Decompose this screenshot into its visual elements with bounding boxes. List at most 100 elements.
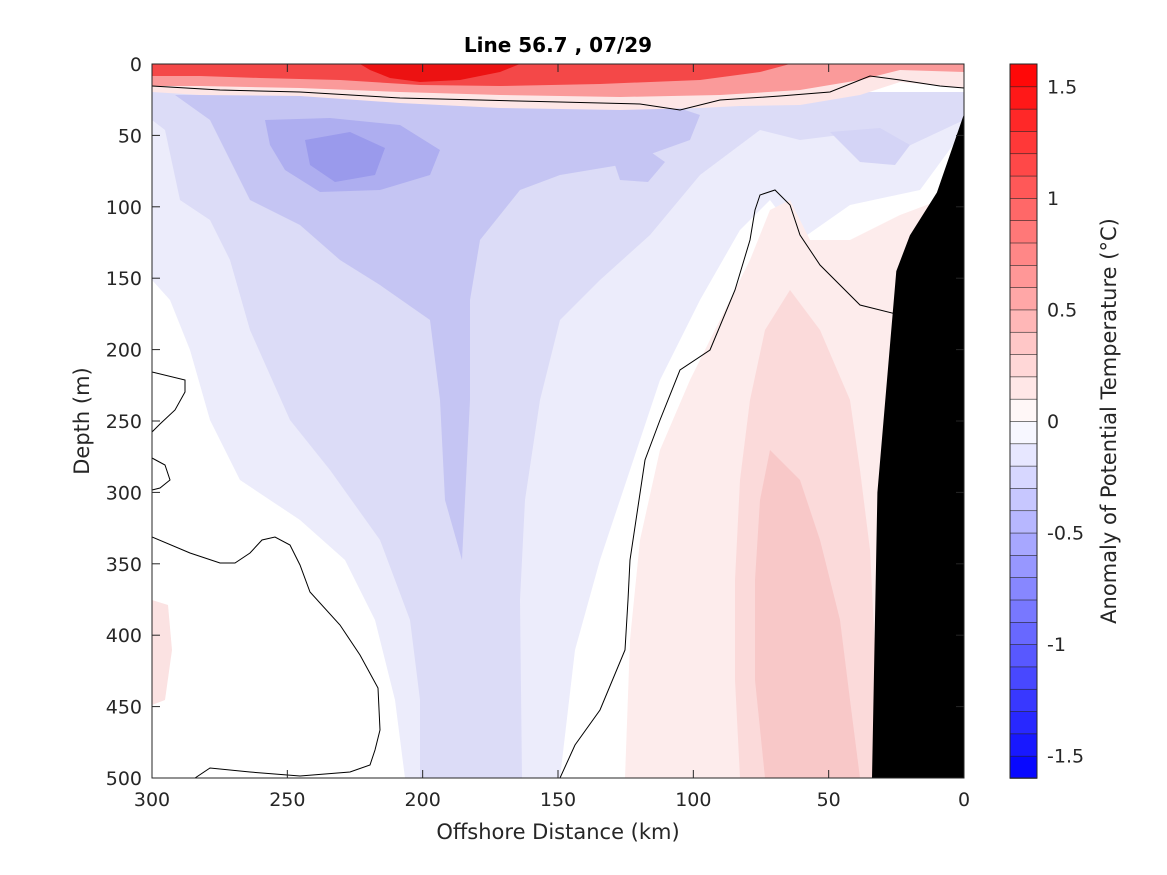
y-tick-label: 400: [106, 625, 142, 647]
colorbar-band: [1009, 710, 1038, 735]
colorbar-band: [1009, 353, 1038, 378]
y-tick: 0: [130, 54, 964, 76]
colorbar-band: [1009, 621, 1038, 645]
colorbar-band: [1009, 242, 1038, 266]
colorbar-band: [1009, 733, 1038, 757]
colorbar-band: [1009, 755, 1038, 779]
y-tick: 100: [106, 197, 964, 219]
colorbar-tick-label: -1: [1047, 634, 1066, 656]
zero-contour-warm-tongue: [559, 189, 936, 778]
colorbar-band: [1009, 487, 1038, 512]
y-tick-label: 100: [106, 197, 142, 219]
warm-region-inner: [755, 450, 860, 778]
colorbar-band: [1009, 264, 1038, 288]
colorbar-band: [1009, 398, 1038, 422]
y-tick-label: 450: [106, 697, 142, 719]
colorbar-band: [1009, 443, 1038, 467]
colorbar-band: [1009, 576, 1038, 601]
colorbar-band: [1009, 175, 1038, 199]
x-tick-label: 100: [675, 789, 711, 811]
y-tick-label: 50: [118, 125, 142, 147]
y-tick: 200: [106, 340, 964, 362]
y-axis-label: Depth (m): [70, 367, 94, 474]
colorbar-band: [1009, 688, 1038, 712]
y-axis: 0 50 100 150 200 250 300 350 400 450 500: [106, 54, 964, 790]
y-tick: 50: [118, 125, 964, 147]
colorbar-band: [1009, 309, 1038, 333]
colorbar-band: [1009, 666, 1038, 690]
x-tick: 300: [134, 64, 170, 811]
x-tick: 0: [958, 64, 970, 811]
colorbar-band: [1009, 286, 1038, 311]
cold-patch-offshore: [610, 148, 665, 182]
zero-contours: [152, 75, 964, 778]
colorbar-band: [1009, 331, 1038, 355]
colorbar-tick-label: -0.5: [1047, 523, 1084, 545]
colorbar-tick-label: 1.5: [1047, 76, 1077, 98]
colorbar-tick-label: 0: [1047, 411, 1059, 433]
x-tick-label: 150: [540, 789, 576, 811]
colorbar-band: [1009, 532, 1038, 556]
cold-core-center: [305, 132, 385, 182]
colorbar-label: Anomaly of Potential Temperature (°C): [1097, 218, 1121, 624]
y-tick: 150: [106, 268, 964, 290]
x-tick: 250: [269, 64, 305, 811]
bathymetry-shelf: [872, 114, 964, 778]
y-tick: 500: [106, 768, 964, 790]
x-tick: 100: [675, 64, 711, 811]
colorbar-tick: 0.5: [1047, 299, 1077, 321]
x-tick-label: 200: [405, 789, 441, 811]
zero-contour-deep-offshore: [152, 536, 381, 778]
colorbar-tick: -1: [1047, 634, 1066, 656]
y-tick: 450: [106, 697, 964, 719]
colorbar-band: [1009, 554, 1038, 578]
y-tick: 350: [106, 554, 964, 576]
plot-area: 300 250 200 150 100 50 0 050100150200250300350…: [106, 54, 970, 811]
zero-contour-surface: [152, 75, 964, 111]
colorbar-band: [1009, 465, 1038, 489]
cold-patch-nearshore: [830, 128, 910, 165]
y-tick-label: 350: [106, 554, 142, 576]
y-tick: 250: [106, 411, 964, 433]
x-tick: 200: [405, 64, 441, 811]
colorbar-band: [1009, 86, 1038, 110]
colorbar-band: [1009, 376, 1038, 400]
colorbar-band: [1009, 152, 1038, 177]
colorbar-band: [1009, 108, 1038, 132]
colorbar-tick-label: 1: [1047, 188, 1059, 210]
x-axis-label: Offshore Distance (km): [436, 820, 679, 844]
colorbar-tick-label: -1.5: [1047, 746, 1084, 768]
chart-title: Line 56.7 , 07/29: [464, 33, 652, 57]
bathymetry-group: [872, 114, 964, 778]
y-tick-label: 150: [106, 268, 142, 290]
y-tick-label: 500: [106, 768, 142, 790]
y-tick-label: 300: [106, 482, 142, 504]
colorbar-band: [1009, 130, 1038, 155]
colorbar-band: [1009, 509, 1038, 534]
zero-contour-mid-offshore: [152, 371, 186, 433]
surface-warm-max: [360, 64, 520, 82]
colorbar-band: [1009, 197, 1038, 221]
y-tick-label: 200: [106, 340, 142, 362]
zero-contour-small: [152, 457, 171, 491]
colorbar-band: [1009, 63, 1038, 88]
colorbar-tick: -0.5: [1047, 523, 1084, 545]
x-tick-label: 250: [269, 789, 305, 811]
y-tick-label: 0: [130, 54, 142, 76]
colorbar-frame: [1009, 63, 1038, 779]
x-tick-label: 50: [817, 789, 841, 811]
cold-region-inner: [175, 95, 700, 560]
x-tick-label: 300: [134, 789, 170, 811]
colorbar-tick: -1.5: [1047, 746, 1084, 768]
y-tick: 300: [106, 482, 964, 504]
colorbar-tick: 0: [1047, 411, 1059, 433]
x-tick: 50: [817, 64, 841, 811]
x-tick: 150: [540, 64, 576, 811]
colorbar: -1.5 -1 -0.5 0 0.5 1 1.5: [1009, 63, 1084, 779]
warm-patch-offshore: [152, 600, 172, 705]
colorbar-tick: 1: [1047, 188, 1059, 210]
colorbar-band: [1009, 420, 1038, 445]
colorbar-band: [1009, 643, 1038, 668]
y-tick: 400: [106, 625, 964, 647]
